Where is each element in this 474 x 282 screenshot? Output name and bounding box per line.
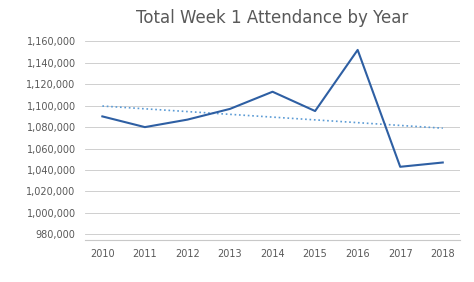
- Title: Total Week 1 Attendance by Year: Total Week 1 Attendance by Year: [137, 9, 409, 27]
